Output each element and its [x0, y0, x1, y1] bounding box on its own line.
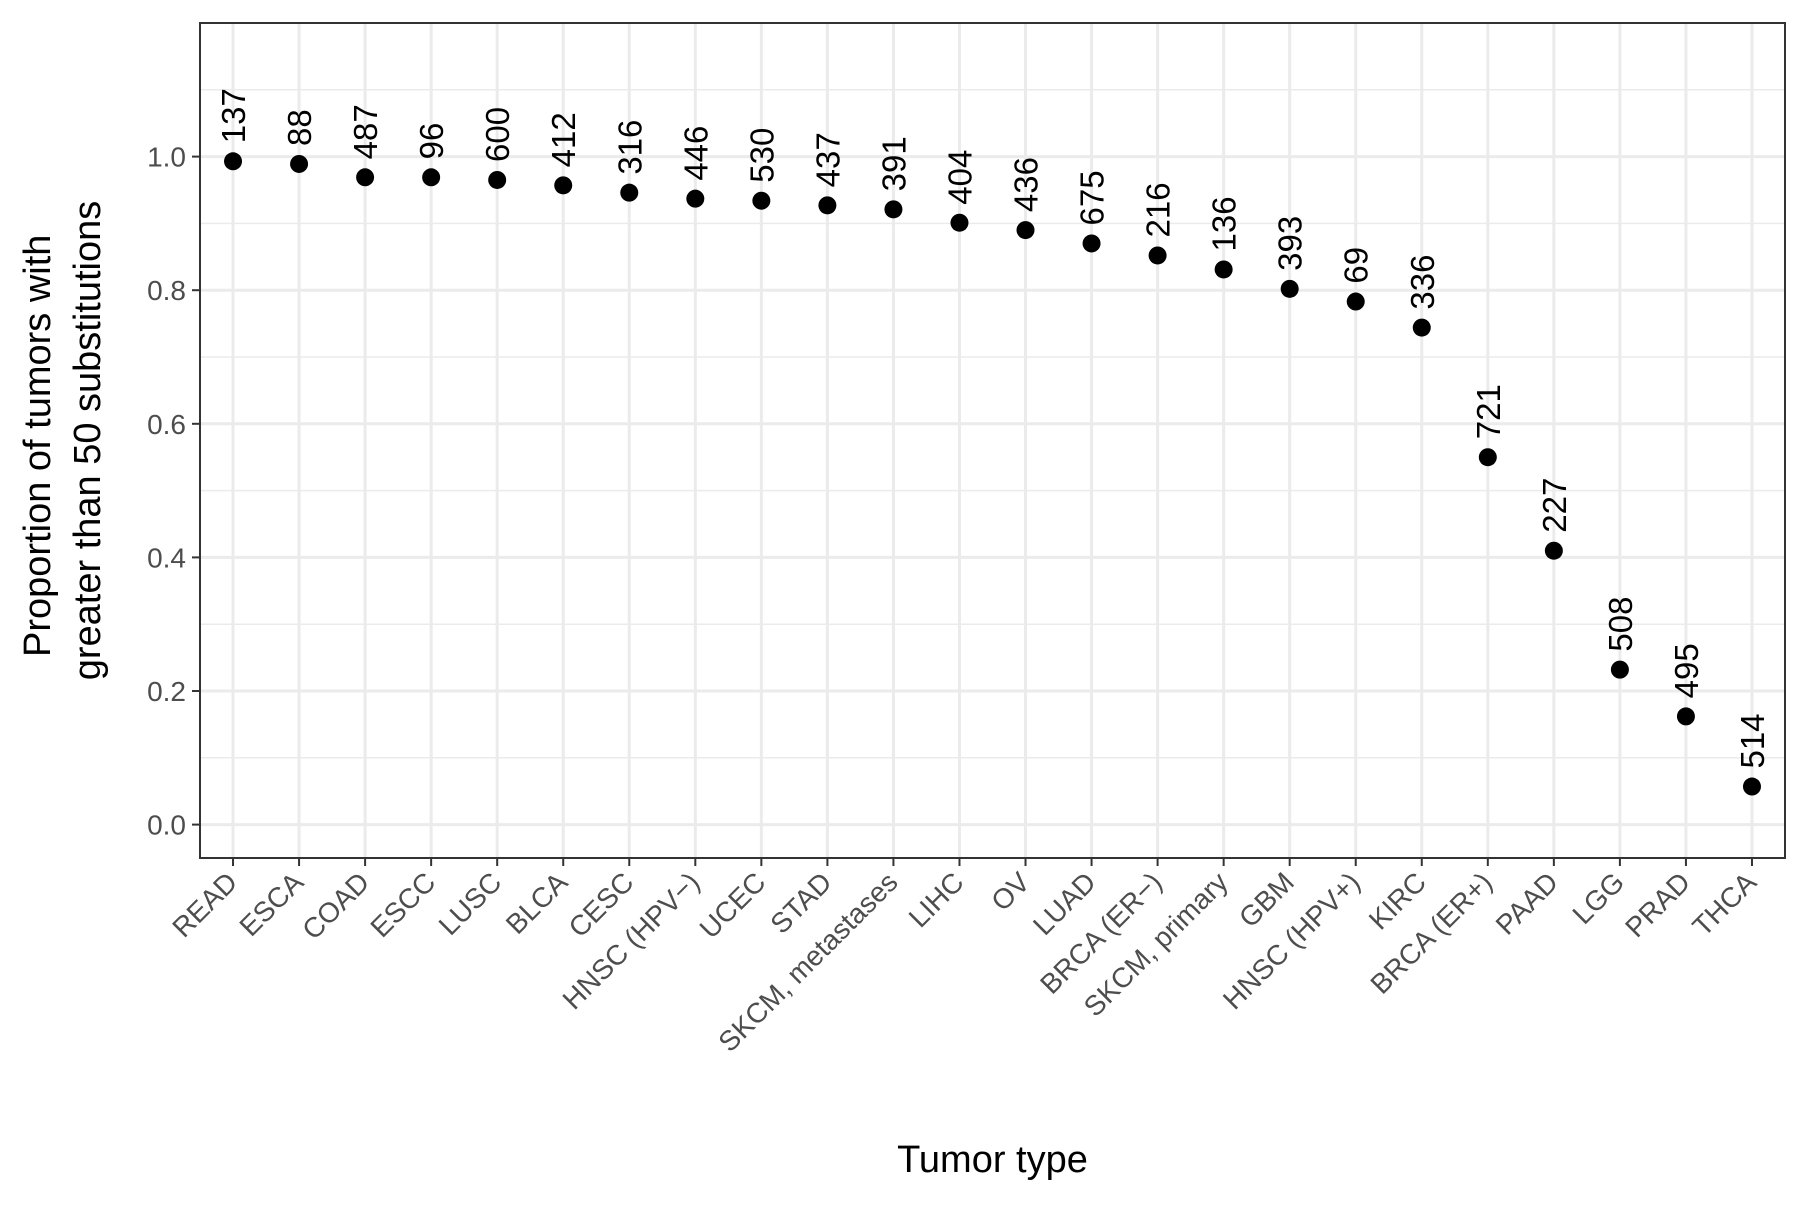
data-point: [1610, 660, 1629, 679]
data-point: [1676, 707, 1695, 726]
data-label: 721: [1470, 384, 1507, 439]
data-label: 487: [347, 104, 384, 159]
data-point: [1082, 234, 1101, 253]
y-tick-label: 1.0: [147, 142, 186, 173]
data-label: 336: [1404, 255, 1441, 310]
data-point: [422, 168, 441, 187]
data-point: [1742, 777, 1761, 796]
data-label: 227: [1536, 478, 1573, 533]
x-axis-title: Tumor type: [897, 1139, 1088, 1181]
data-point: [884, 200, 903, 219]
data-label: 675: [1074, 170, 1111, 225]
data-points: [224, 152, 1761, 796]
data-point: [1544, 541, 1563, 560]
data-label: 88: [281, 109, 318, 146]
data-label: 437: [809, 132, 846, 187]
data-label: 136: [1206, 196, 1243, 251]
data-point: [620, 183, 639, 202]
data-point: [1214, 260, 1233, 279]
data-point: [1016, 221, 1035, 240]
data-label: 316: [611, 120, 648, 175]
data-labels: 137 88 487 96 600 412 316 446 530 437 391 404 436 675…: [215, 88, 1771, 768]
data-label: 514: [1734, 713, 1771, 768]
data-label: 137: [215, 88, 252, 143]
data-point: [356, 168, 375, 187]
y-tick-label: 0.0: [147, 810, 186, 841]
data-label: 69: [1338, 247, 1375, 284]
data-label: 391: [875, 136, 912, 191]
data-point: [554, 176, 573, 195]
data-point: [1280, 279, 1299, 298]
data-point: [1346, 292, 1365, 311]
data-label: 216: [1140, 182, 1177, 237]
data-label: 96: [413, 123, 450, 160]
y-axis-title-line-1: Proportion of tumors with: [17, 235, 59, 657]
data-label: 393: [1272, 216, 1309, 271]
data-label: 508: [1602, 597, 1639, 652]
y-tick-label: 0.4: [147, 542, 186, 573]
data-point: [950, 213, 969, 232]
data-point: [290, 154, 309, 173]
data-point: [818, 196, 837, 215]
data-label: 404: [941, 150, 978, 205]
data-point: [1148, 246, 1167, 265]
y-tick-label: 0.6: [147, 409, 186, 440]
data-point: [1478, 448, 1497, 467]
data-label: 436: [1008, 157, 1045, 212]
data-label: 412: [545, 112, 582, 167]
y-tick-label: 0.2: [147, 676, 186, 707]
data-label: 600: [479, 107, 516, 162]
panel-border: [199, 22, 1786, 859]
data-point: [488, 170, 507, 189]
data-point: [224, 152, 243, 171]
data-label: 495: [1668, 643, 1705, 698]
data-point: [1412, 318, 1431, 337]
y-axis-title: Proportion of tumors with greater than 5…: [17, 201, 109, 681]
data-label: 530: [743, 128, 780, 183]
data-point: [752, 191, 771, 210]
y-tick-label: 0.8: [147, 275, 186, 306]
y-axis-title-line-2: greater than 50 substitutions: [67, 201, 109, 681]
data-label: 446: [677, 126, 714, 181]
data-point: [686, 189, 705, 208]
